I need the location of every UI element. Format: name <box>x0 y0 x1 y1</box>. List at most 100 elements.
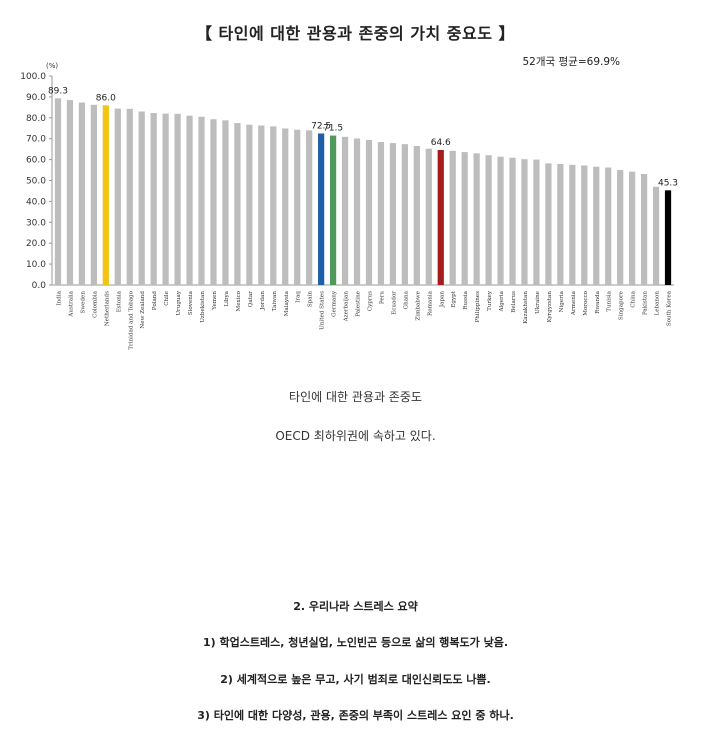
bar <box>186 115 193 286</box>
x-tick-label: Armenia <box>571 290 577 316</box>
x-tick-label: Palestine <box>356 290 362 316</box>
x-tick-label: Turkey <box>487 290 493 311</box>
data-label: 86.0 <box>96 93 116 103</box>
data-label: 71.5 <box>323 124 343 134</box>
x-tick-labels: India Australia Sweden Colombia Netherlands E… <box>56 290 672 350</box>
x-tick-label: Trinidad and Tobago <box>128 290 134 349</box>
bar <box>353 138 361 285</box>
x-tick-label: Germany <box>332 290 338 317</box>
bar <box>629 171 636 285</box>
data-label: 72.5 <box>311 121 331 131</box>
bar <box>605 167 612 285</box>
x-tick-label: Morocco <box>583 290 589 315</box>
x-tick-label: Rwanda <box>595 290 601 314</box>
x-tick-label: Estonia <box>116 290 122 312</box>
x-tick-label: Kazakhstan <box>523 291 529 324</box>
bar <box>461 152 468 285</box>
x-tick-label: Mexico <box>236 290 242 311</box>
x-tick-label: Malaysia <box>284 290 290 316</box>
bar <box>210 119 217 285</box>
x-tick-label: Lebanon <box>655 291 661 316</box>
bar <box>138 111 145 285</box>
x-tick-label: Algeria <box>499 290 505 312</box>
caption-line-2: OECD 최하위권에 속하고 있다. <box>275 429 436 443</box>
x-tick-label: Uzbekistan <box>200 291 206 323</box>
bar <box>617 170 624 285</box>
y-unit-label: (%) <box>46 62 58 70</box>
y-tick-label: 80.0 <box>26 114 46 124</box>
bar <box>78 102 86 285</box>
x-tick-label: Azerbaijan <box>344 291 350 323</box>
x-tick-label: South Korea <box>667 290 673 326</box>
x-tick-label: Netherlands <box>104 291 110 326</box>
x-tick-label: Egypt <box>451 290 457 307</box>
x-tick-label: Russia <box>463 290 469 309</box>
x-tick-label: Australia <box>68 290 74 317</box>
x-tick-label: India <box>56 290 62 305</box>
bar <box>485 155 492 285</box>
x-tick-label: Ukraine <box>535 290 541 314</box>
x-tick-label: Japan <box>439 291 445 308</box>
x-tick-label: Zimbabwe <box>415 290 421 320</box>
bar <box>234 123 241 286</box>
summary-item-2: 2) 세계적으로 높은 무고, 사기 범죄로 대인신뢰도도 나쁨. <box>220 673 491 686</box>
bar <box>389 143 397 285</box>
bar <box>102 105 109 285</box>
bar <box>365 139 373 285</box>
bar <box>258 125 265 286</box>
bar <box>401 144 408 285</box>
y-tick-label: 40.0 <box>26 197 46 207</box>
x-tick-label: Nigeria <box>559 290 565 312</box>
bar <box>318 133 325 285</box>
bar <box>377 142 385 285</box>
bar <box>66 100 74 285</box>
x-tick-label: Singapore <box>619 290 625 320</box>
x-tick-label: China <box>631 290 637 307</box>
x-tick-label: Tunisia <box>607 290 613 311</box>
bar <box>437 149 444 285</box>
y-tick-label: 60.0 <box>26 156 46 166</box>
bars <box>54 98 672 286</box>
bar <box>593 166 600 285</box>
data-label: 64.6 <box>431 138 451 148</box>
x-tick-label: Qatar <box>248 291 254 308</box>
x-tick-label: Taiwan <box>272 291 278 312</box>
x-tick-label: Poland <box>152 291 158 311</box>
x-tick-label: Pakistan <box>643 291 649 315</box>
x-tick-label: Chile <box>164 290 170 305</box>
bar <box>413 146 420 285</box>
y-tick-label: 0.0 <box>32 281 47 291</box>
x-tick-label: Cyprus <box>367 291 373 311</box>
x-tick-label: Iraq <box>296 291 302 303</box>
bar <box>174 113 181 285</box>
bar-chart: (%) 52개국 평균=69.9% 0.0 10.0 20.0 30.0 40.0 50.… <box>20 56 678 350</box>
y-tick-label: 10.0 <box>26 260 46 270</box>
x-tick-label: United States <box>320 291 326 330</box>
y-tick-label: 50.0 <box>26 177 46 187</box>
x-tick-label: Ecuador <box>391 291 397 315</box>
bar <box>246 124 253 286</box>
bar <box>497 156 504 285</box>
x-tick-label: Philippines <box>475 291 481 323</box>
bar <box>533 159 540 285</box>
bar <box>294 129 301 285</box>
bar <box>329 135 337 285</box>
x-tick-label: Belarus <box>511 291 517 313</box>
data-labels: 89.3 86.0 72.571.5 64.6 45.3 <box>48 86 678 188</box>
x-tick-label: New Zealand <box>140 291 146 329</box>
bar <box>473 153 480 285</box>
y-tick-label: 70.0 <box>26 135 46 145</box>
chart-title: 【 타인에 대한 관용과 존중의 가치 중요도 】 <box>195 24 515 43</box>
bar <box>557 163 564 285</box>
x-tick-label: Colombia <box>92 290 98 317</box>
bar <box>545 163 552 285</box>
x-tick-label: Slovenia <box>188 290 194 315</box>
bar <box>521 159 528 285</box>
bar <box>652 186 660 285</box>
data-label: 45.3 <box>658 178 678 188</box>
bar <box>54 98 62 285</box>
x-tick-label: Uruguay <box>176 290 182 316</box>
x-tick-label: Romania <box>427 290 433 316</box>
bar <box>150 112 157 285</box>
data-label: 89.3 <box>48 86 68 96</box>
